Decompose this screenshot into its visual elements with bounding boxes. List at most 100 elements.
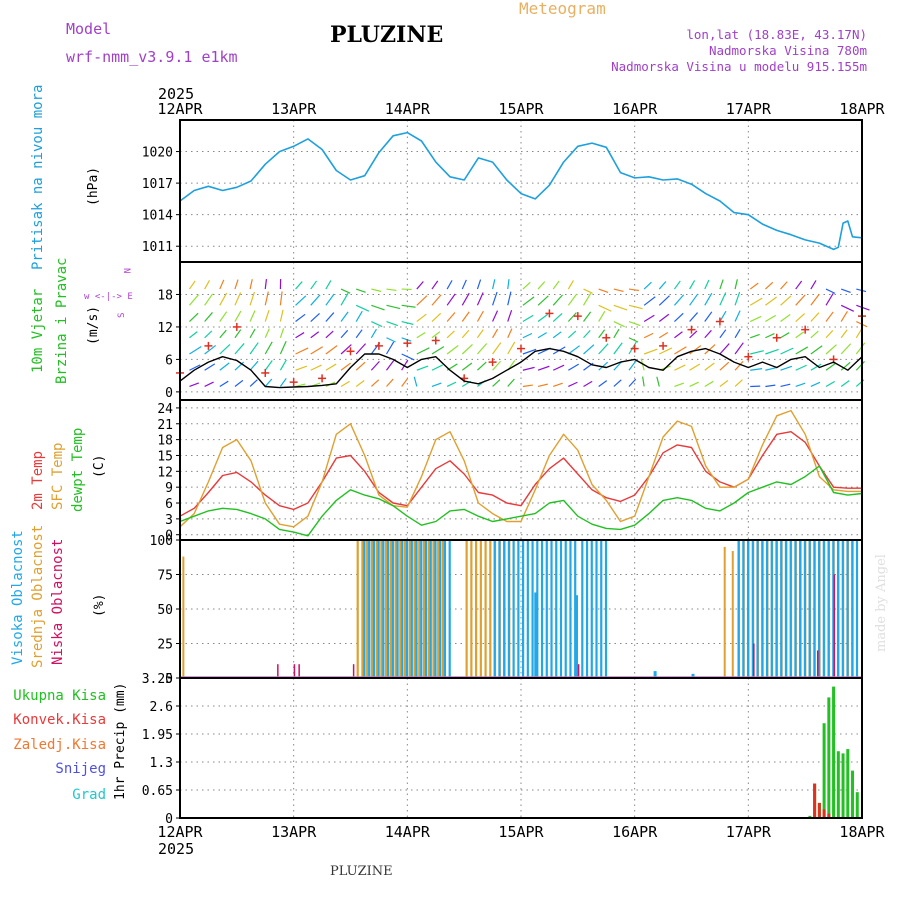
y-tick-label: 2.6 [150, 700, 173, 715]
high-cloud-bar [494, 540, 496, 678]
mid-cloud-bar [432, 540, 434, 678]
high-cloud-bar [575, 595, 578, 678]
top-date-label: 14APR [385, 100, 431, 118]
high-cloud-bar [411, 540, 413, 678]
high-cloud-bar [368, 540, 370, 678]
high-cloud-bar [600, 540, 602, 678]
low-cloud-bar [298, 664, 300, 678]
precip-panel: 00.651.31.952.63.25 [142, 672, 862, 827]
total-precip-bar [827, 697, 830, 818]
wind-compass-n: N [121, 268, 131, 273]
high-cloud-bar [439, 540, 441, 678]
high-cloud-bar [766, 540, 768, 678]
high-cloud-bar [591, 540, 593, 678]
high-cloud-bar [430, 540, 432, 678]
bottom-date-label: 17APR [726, 823, 772, 841]
total-precip-bar [842, 753, 845, 818]
conv-precip-bar [818, 803, 821, 818]
mid-cloud-bar [480, 540, 482, 678]
high-cloud-bar [856, 540, 858, 678]
high-cloud-bar [415, 540, 417, 678]
high-cloud-bar [550, 540, 552, 678]
high-cloud-bar [595, 540, 597, 678]
wind-compass-s: S [117, 313, 127, 318]
year-bottom: 2025 [158, 840, 194, 858]
mid-cloud-bar [380, 540, 382, 678]
high-cloud-bar [531, 540, 533, 678]
high-cloud-bar [790, 540, 792, 678]
high-cloud-bar [799, 540, 801, 678]
high-cloud-bar [513, 540, 515, 678]
high-cloud-bar [804, 540, 806, 678]
high-cloud-bar [761, 540, 763, 678]
mid-cloud-bar [390, 540, 392, 678]
mid-cloud-bar [371, 540, 373, 678]
y-tick-label: 12 [157, 321, 173, 336]
high-cloud-bar [449, 540, 451, 678]
high-cloud-bar [581, 540, 583, 678]
mid-cloud-bar [418, 540, 420, 678]
y-tick-label: 50 [157, 603, 173, 618]
low-cloud-bar [294, 664, 296, 678]
top-date-label: 13APR [271, 100, 317, 118]
conv-precip-bar [823, 809, 826, 818]
high-cloud-bar [373, 540, 375, 678]
high-cloud-bar [363, 540, 365, 678]
mid-cloud-bar [357, 540, 359, 678]
y-tick-label: 3.25 [142, 672, 173, 687]
y-tick-label: 3 [165, 513, 173, 528]
high-cloud-bar [378, 540, 380, 678]
low-cloud-bar [817, 650, 819, 678]
model-label: Model [66, 20, 111, 38]
y-tick-label: 0 [165, 812, 173, 827]
temp-dew-label: dewpt Temp [70, 428, 86, 512]
cloud-high-label: Visoka Oblacnost [10, 530, 26, 665]
mid-cloud-bar [475, 540, 477, 678]
mid-cloud-bar [376, 540, 378, 678]
high-cloud-bar [837, 540, 839, 678]
top-date-label: 17APR [726, 100, 772, 118]
pressure-title: Pritisak na nivou mora [30, 85, 46, 270]
mid-cloud-bar [442, 540, 444, 678]
total-precip-bar [856, 792, 859, 818]
low-cloud-bar [578, 664, 580, 678]
mid-cloud-bar [361, 540, 363, 678]
precip-conv-label: Konvek.Kisa [13, 712, 106, 728]
high-cloud-bar [560, 540, 562, 678]
lonlat-label: lon,lat (18.83E, 43.17N) [686, 27, 867, 42]
bottom-date-label: 14APR [385, 823, 431, 841]
panel-background [180, 678, 862, 818]
y-tick-label: 0.65 [142, 784, 173, 799]
mid-cloud-bar [366, 540, 368, 678]
cloud-low-label: Niska Oblacnost [50, 539, 66, 665]
precip-frozen-label: Zaledj.Kisa [13, 737, 106, 753]
y-tick-label: 1020 [142, 146, 173, 161]
bottom-date-label: 15APR [498, 823, 544, 841]
y-tick-label: 12 [157, 465, 173, 480]
high-cloud-bar [401, 540, 403, 678]
wind-title-2: Brzina i Pravac [54, 258, 70, 384]
high-cloud-bar [434, 540, 436, 678]
panel-background [180, 120, 862, 262]
y-tick-label: 24 [157, 402, 173, 417]
total-precip-bar [837, 751, 840, 818]
y-tick-label: 6 [165, 497, 173, 512]
high-cloud-bar [508, 540, 510, 678]
y-tick-label: 15 [157, 449, 173, 464]
y-tick-label: 21 [157, 418, 173, 433]
high-cloud-bar [444, 540, 446, 678]
high-cloud-bar [747, 540, 749, 678]
watermark: made by Angel [874, 554, 889, 652]
mid-cloud-bar [437, 540, 439, 678]
mid-cloud-bar [385, 540, 387, 678]
high-cloud-bar [392, 540, 394, 678]
mid-cloud-bar [423, 540, 425, 678]
y-tick-label: 9 [165, 481, 173, 496]
high-cloud-bar [541, 540, 543, 678]
mid-cloud-bar [466, 540, 468, 678]
